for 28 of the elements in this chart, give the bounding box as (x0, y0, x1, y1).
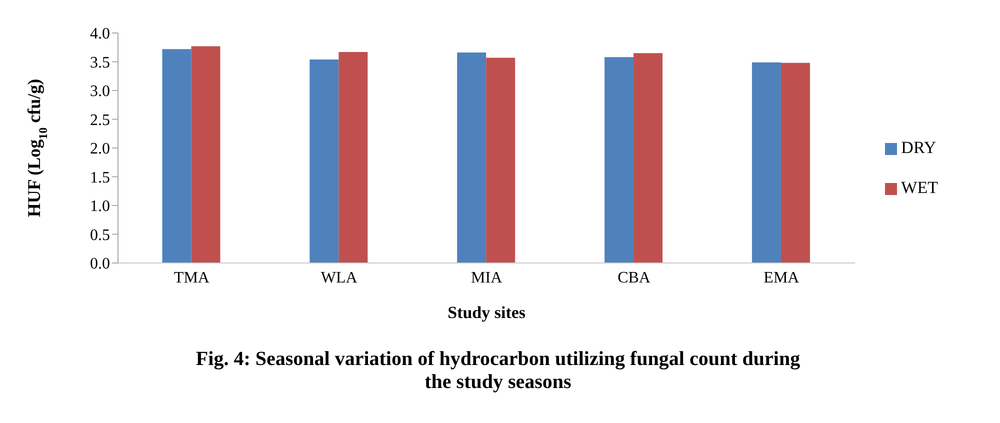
bar (752, 62, 781, 263)
y-tick-label: 0.0 (90, 256, 110, 273)
x-tick-label: EMA (764, 269, 800, 286)
x-tick-label: WLA (320, 269, 358, 286)
legend-label: WET (901, 178, 938, 197)
bar (604, 57, 634, 263)
bar (191, 46, 220, 263)
bar (310, 59, 339, 263)
caption: Fig. 4: Seasonal variation of hydrocarbon utilizing fungal count during the study seasons (194, 348, 802, 394)
legend-label: DRY (901, 138, 936, 157)
y-tick-label: 3.5 (90, 54, 110, 72)
y-tick-label: 2.5 (90, 112, 110, 129)
y-tick-label: 2.0 (90, 140, 110, 158)
bar (780, 62, 810, 263)
y-tick-label: 1.0 (90, 198, 110, 216)
x-axis-title: Study sites (448, 303, 526, 322)
bar (634, 53, 663, 263)
x-tick-label: CBA (618, 269, 651, 286)
x-tick-label: MIA (471, 269, 503, 286)
y-tick-label: 4.0 (90, 26, 110, 43)
y-tick-label: 0.5 (90, 226, 110, 244)
bar (162, 49, 192, 263)
bar (486, 58, 516, 263)
y-tick-label: 1.5 (90, 169, 110, 186)
x-tick-label: TMA (174, 269, 210, 286)
bar (457, 52, 486, 263)
bar (338, 52, 368, 263)
y-tick-label: 3.0 (90, 83, 110, 100)
